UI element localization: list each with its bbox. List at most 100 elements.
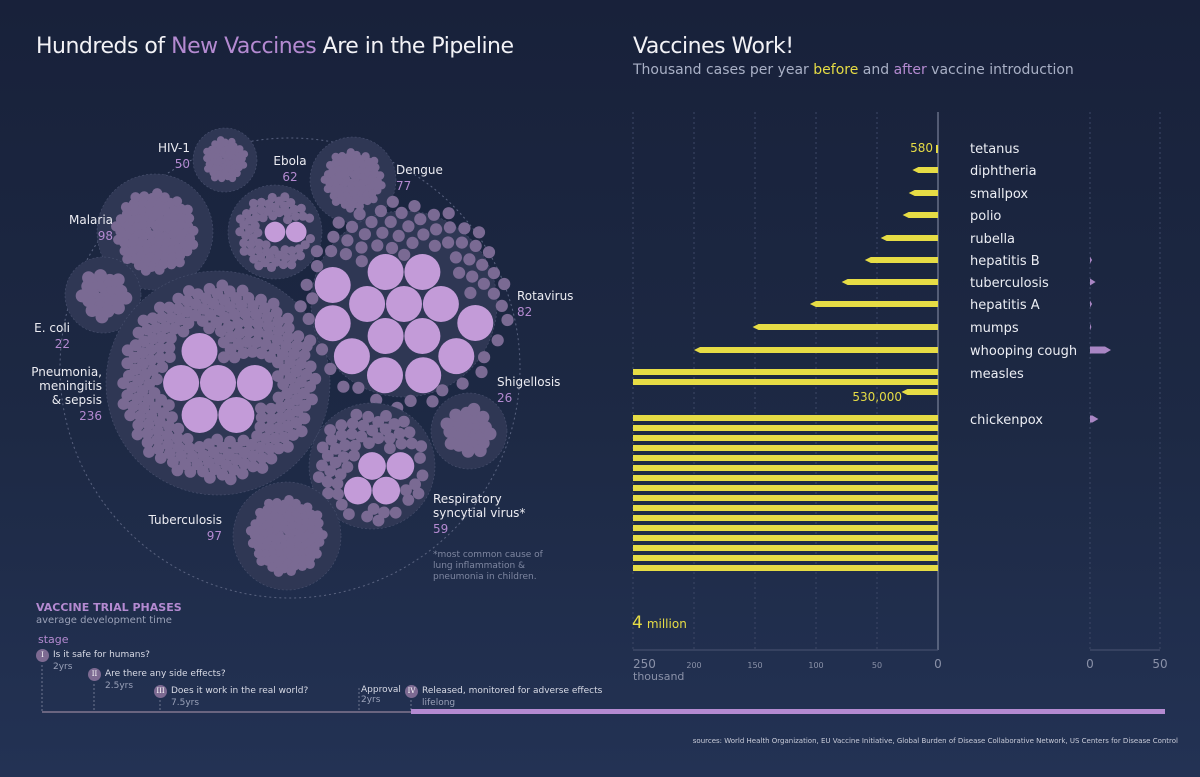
candidate-dot	[228, 137, 236, 146]
candidate-dot	[204, 471, 216, 484]
after-tick-label: 50	[1152, 657, 1167, 671]
pipeline-cluster-3	[96, 173, 214, 291]
candidate-dot	[291, 211, 301, 221]
candidate-dot	[386, 195, 399, 208]
candidate-dot	[171, 196, 183, 207]
candidate-dot	[278, 259, 288, 270]
candidate-dot	[456, 377, 469, 390]
candidate-dot	[287, 246, 297, 256]
candidate-dot	[350, 408, 363, 421]
cluster-count: 77	[396, 179, 411, 193]
candidate-dot	[259, 338, 272, 351]
candidate-dot	[140, 265, 151, 276]
candidate-dot	[325, 245, 338, 258]
candidate-dot	[184, 213, 195, 224]
candidate-dot	[362, 410, 375, 423]
candidate-dot	[150, 322, 163, 334]
candidate-dot	[236, 467, 249, 480]
candidate-dot	[255, 411, 268, 424]
candidate-dot	[172, 422, 185, 435]
candidate-dot	[395, 437, 408, 450]
before-bar-segment	[633, 565, 938, 571]
candidate-dot	[172, 292, 185, 305]
candidate-dot	[371, 239, 384, 252]
advanced-candidate	[314, 305, 351, 342]
cluster-count: 97	[207, 529, 222, 543]
candidate-dot	[248, 198, 259, 208]
before-tick-label: 250	[633, 657, 656, 671]
candidate-dot	[156, 311, 168, 324]
candidate-dot	[404, 394, 417, 407]
candidate-dot	[263, 422, 276, 435]
candidate-dot	[143, 446, 155, 458]
sources: sources: World Health Organization, EU V…	[692, 737, 1178, 745]
candidate-dot	[111, 301, 125, 315]
candidate-dot	[270, 306, 283, 319]
candidate-dot	[256, 452, 269, 464]
candidate-dot	[305, 234, 315, 244]
candidate-dot	[272, 442, 285, 455]
cluster-name: Dengue	[396, 163, 443, 177]
candidate-dot	[82, 271, 96, 285]
advanced-candidate	[367, 318, 404, 354]
candidate-dot	[151, 433, 164, 446]
candidate-dot	[405, 437, 418, 450]
candidate-dot	[357, 419, 370, 432]
candidate-dot	[251, 430, 263, 442]
candidate-dot	[455, 236, 468, 249]
candidate-dot	[440, 417, 454, 431]
candidate-dot	[222, 320, 235, 333]
candidate-dot	[316, 441, 329, 454]
bar-row-whooping-cough: whooping cough	[694, 344, 1111, 359]
candidate-dot	[246, 247, 256, 257]
before-bar-segment	[633, 445, 938, 451]
candidate-dot	[164, 351, 176, 363]
candidate-dot	[346, 417, 359, 430]
candidate-dot	[272, 315, 285, 328]
pipeline-cluster-2	[309, 136, 397, 224]
before-bar	[841, 279, 938, 285]
candidate-dot	[302, 502, 313, 513]
pipeline-cluster-1	[227, 184, 323, 280]
category-label: hepatitis A	[970, 298, 1040, 313]
candidate-dot	[326, 161, 335, 170]
candidate-dot	[449, 408, 463, 422]
candidate-dot	[120, 202, 132, 213]
advanced-candidate	[457, 305, 494, 341]
phase-approval: Approval 2yrs	[361, 685, 401, 705]
before-bar-segment	[633, 505, 938, 511]
candidate-dot	[131, 428, 144, 441]
candidate-dot	[254, 238, 264, 248]
candidate-dot	[316, 459, 328, 472]
candidate-dot	[412, 487, 425, 500]
candidate-dot	[117, 377, 130, 390]
before-bar-segment	[633, 379, 938, 385]
after-bar	[1090, 323, 1092, 331]
cluster-count: 98	[98, 229, 113, 243]
advanced-candidate	[333, 338, 370, 375]
candidate-dot	[324, 424, 336, 436]
candidate-dot	[355, 255, 368, 268]
annotation-tetanus: 580	[910, 141, 933, 155]
bar-row-polio: polio	[902, 209, 1001, 224]
bar-row-hepatitis-B: hepatitis B	[864, 254, 1093, 269]
candidate-dot	[427, 208, 440, 221]
candidate-dot	[132, 326, 145, 339]
candidate-dot	[286, 198, 296, 208]
candidate-dot	[329, 442, 342, 455]
candidate-dot	[304, 334, 317, 347]
bar-row-smallpox: smallpox	[908, 187, 1028, 202]
cluster-name: Rotavirus	[517, 289, 573, 303]
candidate-dot	[255, 507, 265, 518]
advanced-candidate	[438, 338, 475, 375]
before-bar	[936, 145, 938, 153]
candidate-dot	[134, 410, 147, 423]
candidate-dot	[146, 312, 159, 325]
candidate-dot	[235, 214, 245, 224]
candidate-dot	[217, 174, 226, 183]
candidate-dot	[476, 410, 490, 424]
candidate-dot	[402, 494, 415, 506]
candidate-dot	[318, 530, 328, 540]
candidate-dot	[272, 498, 282, 508]
